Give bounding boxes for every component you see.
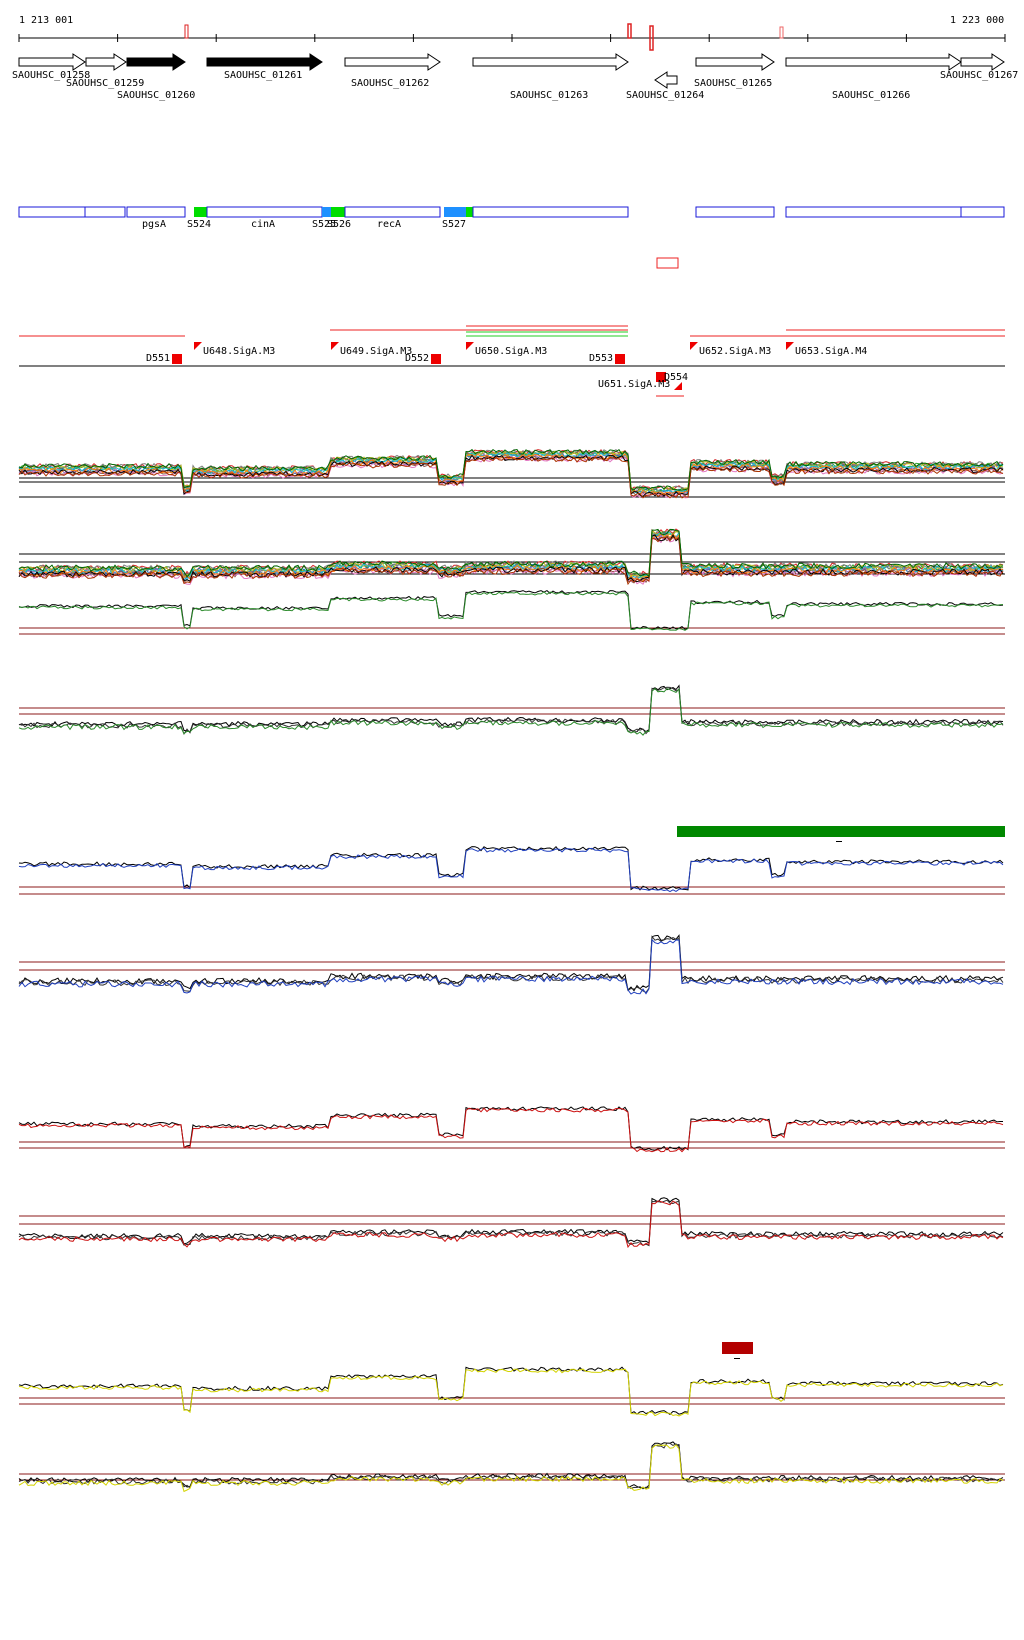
gene-arrow xyxy=(654,71,678,89)
trace-group-multi-1 xyxy=(18,448,1005,499)
trace-group-green-1 xyxy=(18,589,1005,635)
segment-label-pgsA: pgsA xyxy=(142,219,166,230)
gene-arrow xyxy=(85,53,127,71)
gene-label: SAOUHSC_01260 xyxy=(117,90,195,101)
gene-arrow xyxy=(785,53,962,71)
gene-arrow xyxy=(344,53,441,71)
gene-label: SAOUHSC_01259 xyxy=(66,78,144,89)
gene-arrow xyxy=(695,53,775,71)
segment-label-cinA: cinA xyxy=(251,219,275,230)
gene-label: SAOUHSC_01264 xyxy=(626,90,704,101)
segment-label-S526: S526 xyxy=(327,219,351,230)
gene-arrow xyxy=(960,53,1005,71)
coordinate-start: 1 213 001 xyxy=(19,15,73,26)
trace-group-yellow-2 xyxy=(18,1441,1005,1493)
expression-tracks xyxy=(18,448,1005,1493)
trace-group-red-2 xyxy=(18,1197,1005,1249)
gene-arrow xyxy=(472,53,629,71)
gene-label: SAOUHSC_01258 xyxy=(12,70,90,81)
promoter-U651: U651.SigA.M3 xyxy=(598,379,670,390)
trace-group-multi-2 xyxy=(18,528,1005,586)
trace-group-yellow-1 xyxy=(18,1366,1005,1417)
promoter-U649: U649.SigA.M3 xyxy=(340,346,412,357)
coordinate-ruler: 1 213 001 1 223 000 xyxy=(18,15,1006,51)
terminator-D554: D554 xyxy=(664,372,688,383)
promoter-track: D551 D552 D553 D554 U648.SigA.M3 U649.Si… xyxy=(19,325,1005,397)
promoter-U648: U648.SigA.M3 xyxy=(203,346,275,357)
segment-track: pgsA S524 cinA S525 S526 recA S527 xyxy=(18,206,1005,269)
gene-label: SAOUHSC_01263 xyxy=(510,90,588,101)
gene-label: SAOUHSC_01267 xyxy=(940,70,1018,81)
segment-label-S527: S527 xyxy=(442,219,466,230)
gene-label: SAOUHSC_01265 xyxy=(694,78,772,89)
terminator-D552: D552 xyxy=(405,353,429,364)
gene-arrow xyxy=(126,53,186,71)
coordinate-end: 1 223 000 xyxy=(950,15,1004,26)
promoter-U653: U653.SigA.M4 xyxy=(795,346,867,357)
gene-label: SAOUHSC_01262 xyxy=(351,78,429,89)
gene-arrow xyxy=(206,53,323,71)
segment-label-S525: S525 xyxy=(312,219,336,230)
trace-group-blue-1 xyxy=(18,845,1005,895)
highlight-bar-green xyxy=(677,826,1005,837)
segment-label-recA: recA xyxy=(377,219,401,230)
highlight-bar-red xyxy=(722,1342,753,1354)
trace-group-red-1 xyxy=(18,1106,1005,1153)
terminator-D553: D553 xyxy=(589,353,613,364)
gene-arrow xyxy=(18,53,86,71)
trace-group-blue-2 xyxy=(18,934,1005,995)
terminator-D551: D551 xyxy=(146,353,170,364)
trace-group-green-2 xyxy=(18,684,1005,736)
gene-label: SAOUHSC_01266 xyxy=(832,90,910,101)
promoter-U650: U650.SigA.M3 xyxy=(475,346,547,357)
segment-label-S524: S524 xyxy=(187,219,211,230)
promoter-U652: U652.SigA.M3 xyxy=(699,346,771,357)
gene-label: SAOUHSC_01261 xyxy=(224,70,302,81)
